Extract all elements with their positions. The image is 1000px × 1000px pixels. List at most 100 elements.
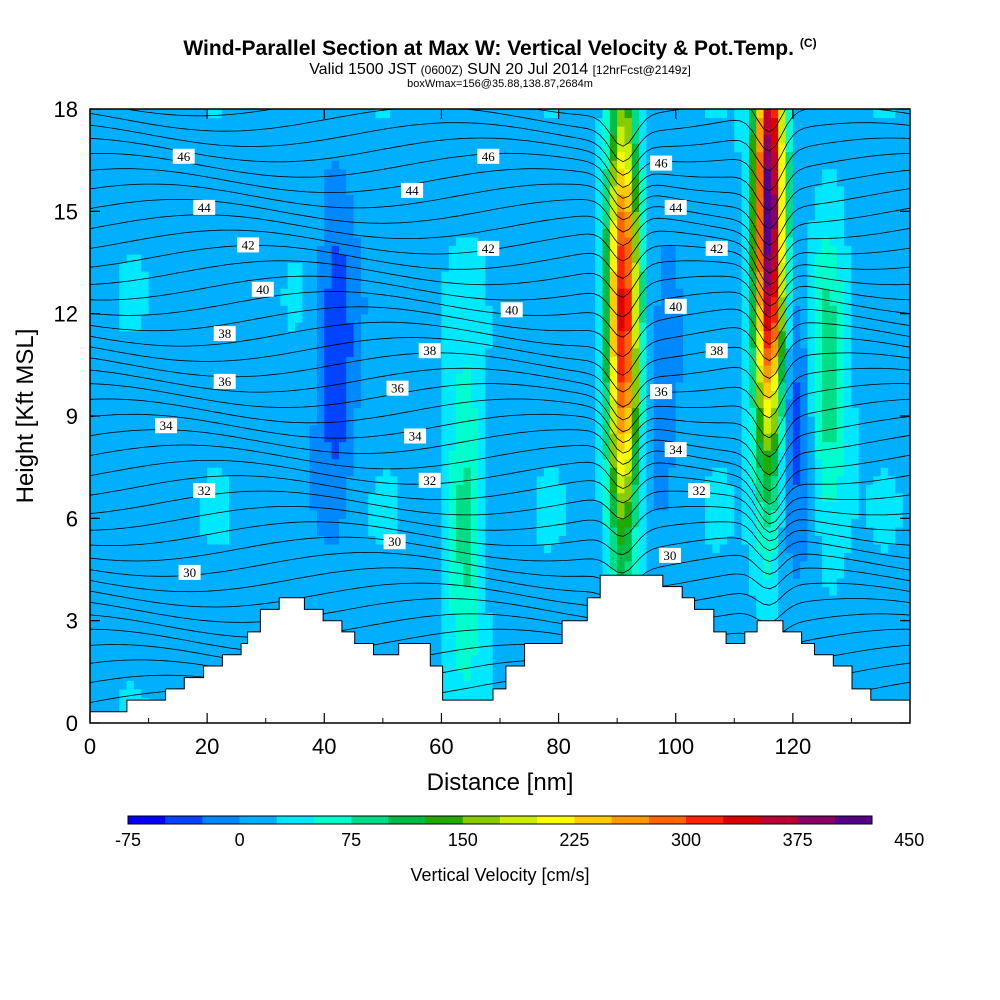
velocity-cell: [126, 407, 135, 417]
velocity-cell: [500, 637, 508, 647]
velocity-cell: [287, 245, 296, 255]
velocity-cell: [426, 603, 435, 613]
velocity-cell: [316, 407, 325, 417]
velocity-cell: [448, 168, 457, 178]
velocity-cell: [316, 134, 325, 144]
velocity-cell: [221, 134, 230, 144]
velocity-cell: [448, 475, 457, 485]
velocity-cell: [111, 305, 120, 315]
velocity-cell: [426, 228, 435, 238]
velocity-cell: [243, 467, 252, 477]
velocity-cell: [221, 339, 230, 349]
velocity-cell: [155, 390, 164, 400]
velocity-cell: [214, 202, 223, 212]
velocity-cell: [485, 202, 494, 212]
velocity-cell: [551, 356, 560, 366]
velocity-cell: [177, 296, 186, 306]
velocity-cell: [514, 569, 523, 579]
velocity-cell: [104, 501, 113, 511]
velocity-cell: [470, 492, 479, 502]
velocity-cell: [273, 501, 281, 511]
velocity-cell: [507, 347, 516, 357]
velocity-cell: [265, 595, 274, 605]
velocity-cell: [221, 560, 230, 571]
velocity-cell: [273, 322, 281, 332]
velocity-cell: [463, 245, 472, 255]
velocity-cell: [463, 339, 472, 349]
velocity-cell: [221, 245, 230, 255]
velocity-cell: [397, 219, 406, 229]
velocity-cell: [243, 347, 252, 357]
velocity-cell: [236, 151, 245, 161]
velocity-cell: [529, 433, 538, 443]
velocity-cell: [551, 126, 560, 136]
velocity-cell: [404, 364, 413, 374]
velocity-cell: [119, 535, 128, 545]
velocity-cell: [338, 219, 347, 229]
velocity-cell: [382, 347, 391, 357]
velocity-cell: [463, 467, 472, 477]
velocity-cell: [148, 364, 157, 374]
velocity-cell: [295, 373, 303, 383]
velocity-cell: [529, 407, 538, 417]
velocity-cell: [419, 416, 428, 426]
velocity-cell: [111, 279, 120, 289]
velocity-cell: [287, 501, 296, 511]
velocity-cell: [346, 339, 355, 349]
velocity-cell: [90, 543, 98, 554]
box-info: boxWmax=156@35.88,138.87,2684m: [407, 78, 593, 90]
velocity-cell: [155, 245, 164, 255]
velocity-cell: [148, 313, 157, 323]
velocity-cell: [302, 381, 311, 392]
velocity-cell: [514, 637, 523, 647]
velocity-cell: [456, 407, 464, 417]
velocity-cell: [90, 168, 98, 178]
velocity-cell: [258, 262, 267, 272]
velocity-cell: [536, 543, 545, 554]
velocity-cell: [353, 339, 362, 349]
velocity-cell: [163, 620, 172, 630]
velocity-cell: [580, 296, 589, 306]
velocity-cell: [338, 595, 347, 605]
velocity-cell: [236, 467, 245, 477]
velocity-cell: [419, 109, 428, 119]
velocity-cell: [412, 305, 421, 315]
velocity-cell: [353, 492, 362, 502]
velocity-cell: [565, 236, 574, 247]
velocity-cell: [551, 236, 560, 247]
velocity-cell: [90, 339, 98, 349]
velocity-cell: [536, 560, 545, 571]
velocity-cell: [456, 518, 464, 528]
velocity-cell: [111, 663, 120, 673]
velocity-cell: [500, 569, 508, 579]
velocity-cell: [368, 535, 377, 545]
velocity-cell: [148, 330, 157, 340]
velocity-cell: [97, 543, 106, 554]
velocity-cell: [280, 560, 289, 571]
velocity-cell: [521, 160, 530, 170]
velocity-cell: [397, 347, 406, 357]
velocity-cell: [419, 390, 428, 400]
velocity-cell: [338, 245, 347, 255]
velocity-cell: [573, 543, 582, 554]
velocity-cell: [199, 305, 208, 315]
velocity-cell: [573, 143, 582, 153]
velocity-cell: [163, 526, 172, 536]
velocity-cell: [580, 424, 589, 434]
velocity-cell: [148, 219, 157, 229]
velocity-cell: [456, 126, 464, 136]
velocity-cell: [441, 603, 450, 613]
velocity-cell: [302, 117, 311, 127]
velocity-cell: [375, 126, 384, 136]
velocity-cell: [133, 620, 142, 630]
velocity-cell: [551, 322, 560, 332]
velocity-cell: [295, 236, 303, 247]
velocity-cell: [514, 339, 523, 349]
velocity-cell: [295, 569, 303, 579]
velocity-cell: [155, 637, 164, 647]
velocity-cell: [287, 586, 296, 596]
velocity-cell: [251, 194, 259, 204]
velocity-cell: [360, 177, 369, 187]
velocity-cell: [243, 228, 252, 238]
velocity-cell: [90, 433, 98, 443]
